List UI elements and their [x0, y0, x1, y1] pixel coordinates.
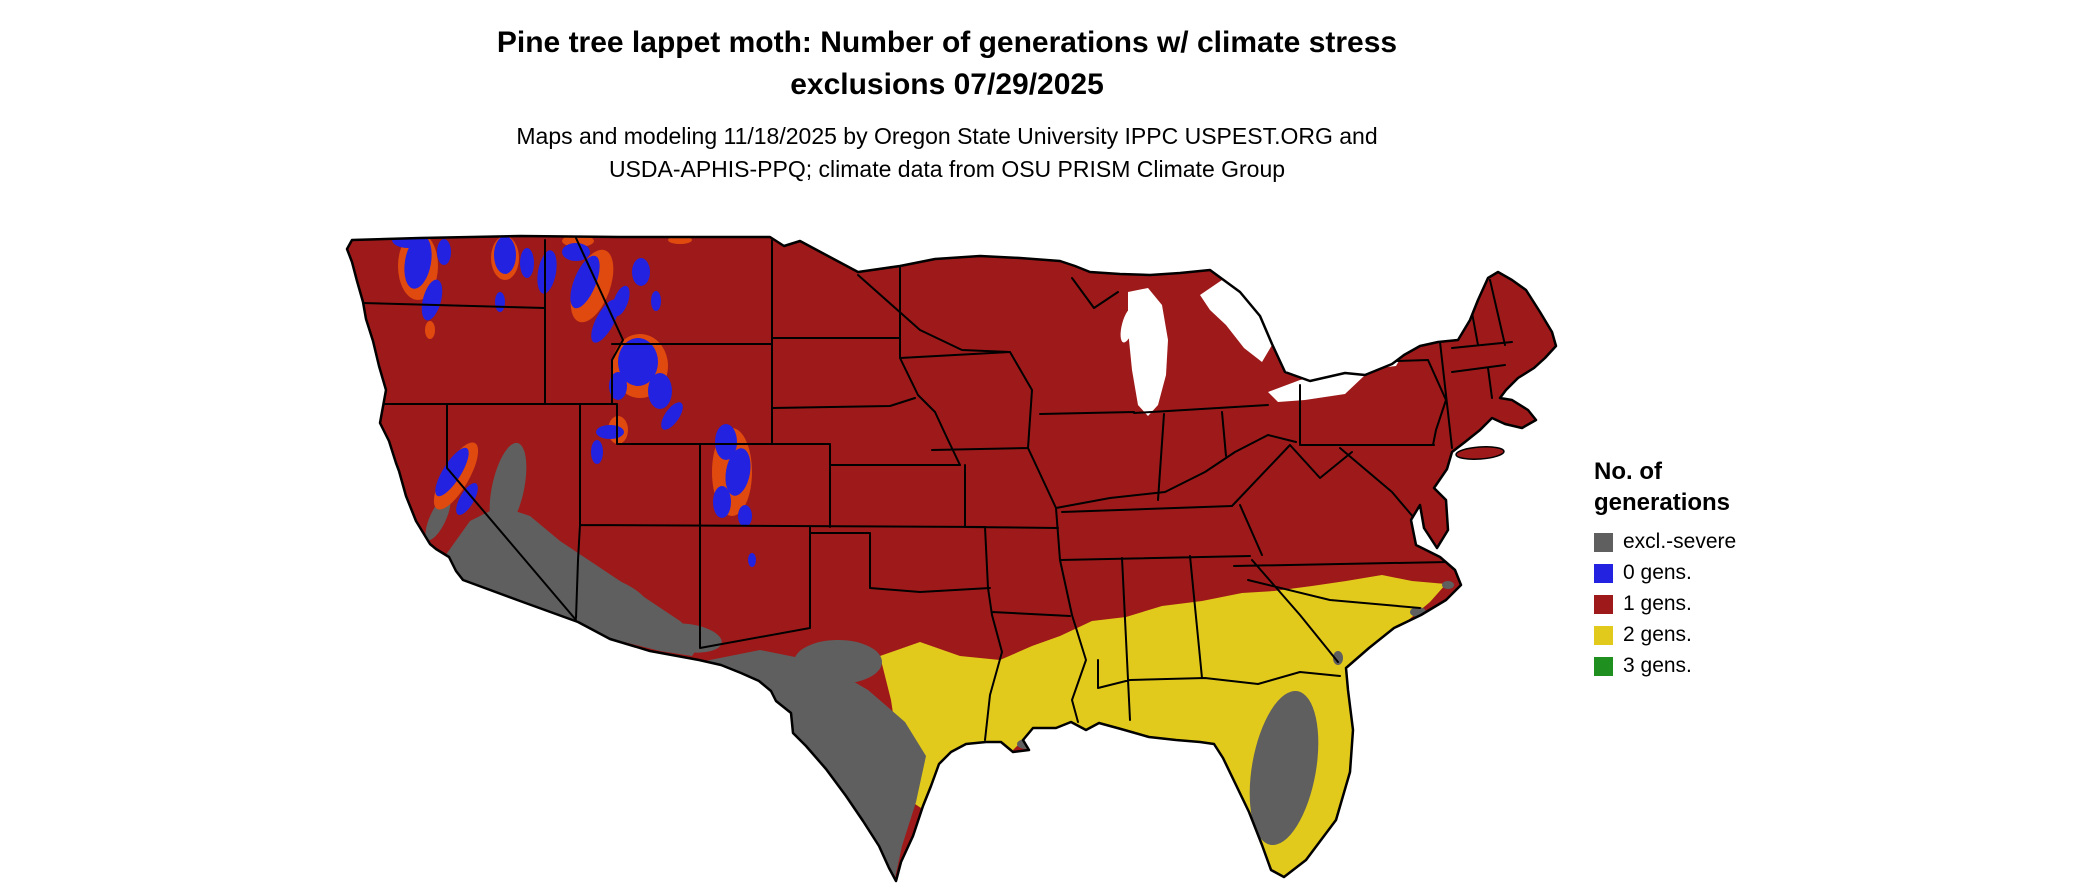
map-title: Pine tree lappet moth: Number of generat… [247, 22, 1647, 106]
legend-swatch-0-gens [1594, 563, 1613, 583]
legend-swatch-3-gens [1594, 656, 1613, 676]
legend-swatch-1-gens [1594, 594, 1613, 614]
legend-title: No. of generations [1594, 456, 1736, 518]
legend-item-excl-severe: excl.-severe [1594, 530, 1736, 554]
legend-label-1-gens: 1 gens. [1623, 592, 1692, 616]
legend-swatch-2-gens [1594, 625, 1613, 645]
green-bay [1120, 307, 1136, 343]
legend-item-0-gens: 0 gens. [1594, 561, 1736, 585]
legend-item-3-gens: 3 gens. [1594, 654, 1736, 678]
legend-swatch-excl-severe [1594, 532, 1613, 552]
legend-label-0-gens: 0 gens. [1623, 561, 1692, 585]
map-legend: No. of generations excl.-severe 0 gens. … [1594, 456, 1736, 685]
map-subtitle-line1: Maps and modeling 11/18/2025 by Oregon S… [516, 123, 1378, 149]
legend-item-1-gens: 1 gens. [1594, 592, 1736, 616]
legend-item-2-gens: 2 gens. [1594, 623, 1736, 647]
us-outline [345, 234, 1558, 883]
legend-label-2-gens: 2 gens. [1623, 623, 1692, 647]
map-subtitle: Maps and modeling 11/18/2025 by Oregon S… [247, 120, 1647, 187]
legend-title-line2: generations [1594, 489, 1731, 517]
map-layer-0-gens [392, 236, 756, 567]
long-island-shape [1455, 446, 1505, 460]
lake-erie [1268, 372, 1364, 402]
map-title-line1: Pine tree lappet moth: Number of generat… [496, 26, 1398, 59]
legend-label-3-gens: 3 gens. [1623, 654, 1692, 678]
map-title-line2: exclusions 07/29/2025 [790, 68, 1104, 101]
map-subtitle-line2: USDA-APHIS-PPQ; climate data from OSU PR… [608, 156, 1286, 183]
state-borders-west [361, 237, 991, 649]
legend-title-line1: No. of [1594, 458, 1662, 485]
lake-michigan [1128, 288, 1168, 416]
legend-label-excl-severe: excl.-severe [1623, 530, 1737, 554]
state-borders-central [857, 274, 1449, 741]
